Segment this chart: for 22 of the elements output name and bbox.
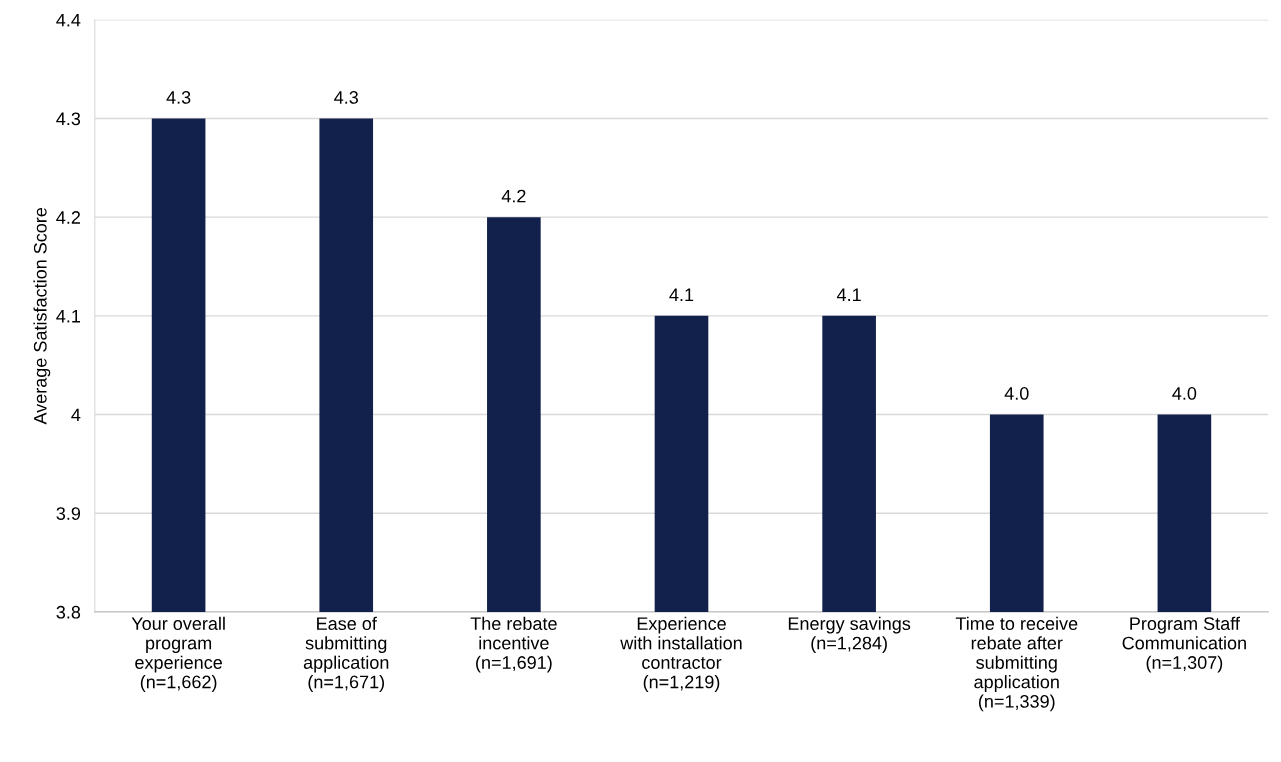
- y-tick-label: 4: [71, 408, 81, 422]
- data-label: 4.3: [166, 91, 191, 104]
- data-label: 4.0: [1004, 387, 1029, 400]
- y-tick-label: 3.8: [56, 605, 81, 619]
- x-tick-label: Energy savings (n=1,284): [788, 616, 911, 654]
- y-tick-label: 4.4: [56, 13, 81, 27]
- y-tick-label: 3.9: [56, 507, 81, 520]
- data-label: 4.0: [1172, 387, 1197, 400]
- y-tick-label: 4.3: [56, 112, 81, 126]
- data-label: 4.3: [334, 91, 358, 104]
- y-axis-title: Average Satisfaction Score: [33, 207, 51, 425]
- x-tick-label: Experience with installation contractor (n=1,219): [620, 616, 742, 692]
- y-tick-label: 4.1: [56, 309, 81, 323]
- data-label: 4.2: [501, 189, 526, 203]
- x-tick-label: Ease of submitting application (n=1,671): [303, 616, 389, 692]
- x-tick-label: Your overall program experience (n=1,662): [131, 616, 225, 692]
- y-tick-label: 4.2: [56, 211, 80, 224]
- data-label: 4.1: [669, 288, 694, 301]
- x-tick-label: Time to receive rebate after submitting application (n=1,339): [955, 616, 1078, 712]
- x-tick-label: Program Staff Communication (n=1,307): [1122, 616, 1246, 673]
- data-label: 4.1: [836, 288, 861, 301]
- x-tick-label: The rebate incentive (n=1,691): [470, 616, 557, 673]
